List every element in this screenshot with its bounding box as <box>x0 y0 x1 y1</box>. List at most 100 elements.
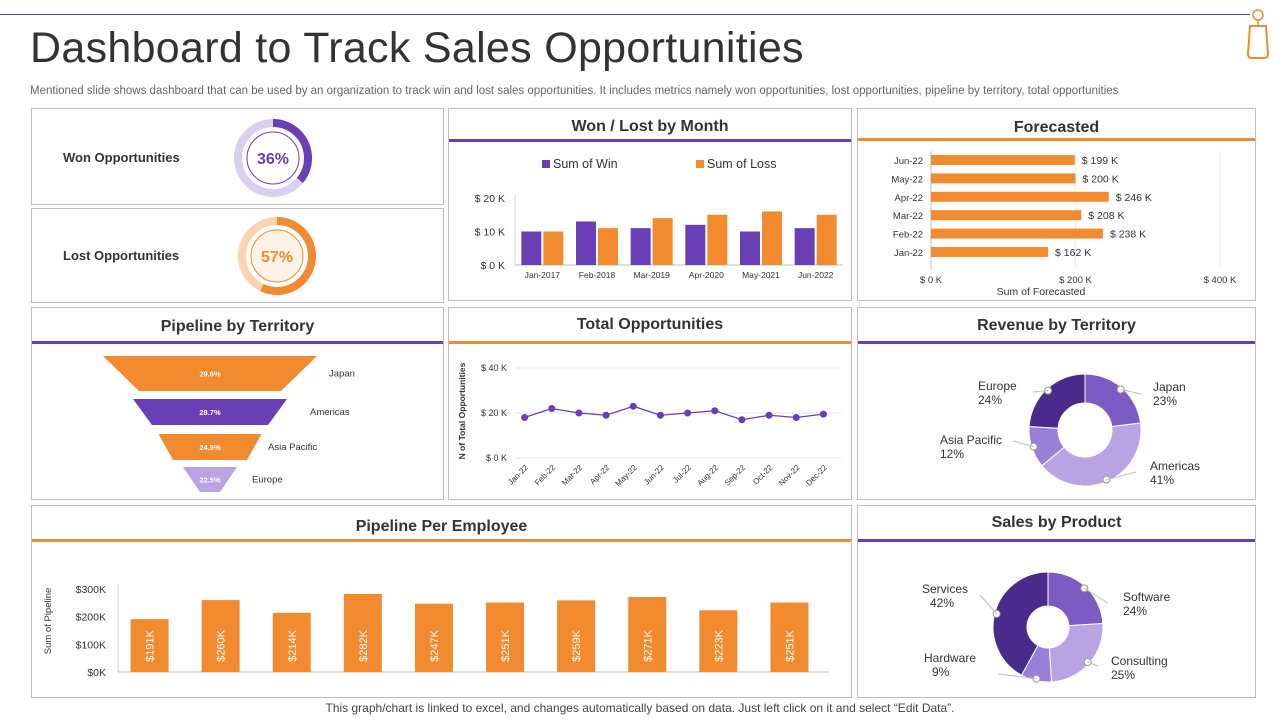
data-label: $191K <box>145 629 157 661</box>
product-slice[interactable] <box>992 571 1049 676</box>
sales-product-title-rule <box>858 539 1255 542</box>
legend-label-1: Sum of Loss <box>707 157 776 171</box>
page-title: Dashboard to Track Sales Opportunities <box>30 24 804 72</box>
bar-win[interactable] <box>630 228 651 265</box>
pipeline-bar[interactable] <box>770 602 809 672</box>
page-subtitle: Mentioned slide shows dashboard that can… <box>30 85 1119 97</box>
bar-loss[interactable] <box>543 231 564 266</box>
pipeline-bar[interactable] <box>414 603 453 672</box>
category-label: Japan <box>329 369 355 380</box>
revenue-territory-panel[interactable]: Revenue by Territory Japan 23% Americas 41%… <box>857 307 1256 500</box>
slice-value: 24% <box>978 393 1002 407</box>
x-axis-title: Sum of Forecasted <box>997 286 1086 298</box>
revenue-slice[interactable] <box>1041 422 1142 487</box>
slice-value: 42% <box>930 596 954 610</box>
bar-loss[interactable] <box>598 228 618 265</box>
pipeline-bar[interactable] <box>699 610 738 672</box>
forecast-bar[interactable] <box>931 247 1049 257</box>
bar-win[interactable] <box>685 224 706 265</box>
x-tick-label: Apr-2020 <box>689 270 724 280</box>
pipeline-bar[interactable] <box>343 593 382 672</box>
total-opportunities-panel[interactable]: Total Opportunities $ 0 K $ 20 K $ 40 K N o… <box>448 307 852 500</box>
y-tick-label: $ 10 K <box>475 227 505 239</box>
data-point[interactable] <box>656 411 664 419</box>
forecast-bar[interactable] <box>931 210 1082 221</box>
data-label: $271K <box>642 629 654 661</box>
data-point[interactable] <box>521 414 529 421</box>
slice-value: 23% <box>1153 394 1177 408</box>
y-tick-label: $ 0 K <box>486 453 507 463</box>
pipeline-bar[interactable] <box>201 600 240 672</box>
product-slice[interactable] <box>1047 571 1104 627</box>
bar-loss[interactable] <box>762 211 782 265</box>
data-point[interactable] <box>765 411 773 419</box>
funnel-segment[interactable] <box>158 434 262 460</box>
pipeline-employee-chart: $0K $100K $200K $300K Sum of Pipeline $191K $2… <box>43 584 829 679</box>
bar-win[interactable] <box>521 231 542 266</box>
total-opportunities-chart: $ 0 K $ 20 K $ 40 K N of Total Opportunitie… <box>457 362 841 488</box>
data-point[interactable] <box>548 405 556 412</box>
data-point[interactable] <box>684 409 692 417</box>
pipeline-bar[interactable] <box>486 602 525 672</box>
won-lost-panel[interactable]: Won / Lost by Month Sum of Win Sum of Los… <box>448 108 852 301</box>
product-slice[interactable] <box>1048 623 1104 683</box>
slice-name: Asia Pacific <box>940 433 1002 447</box>
data-point[interactable] <box>711 407 719 415</box>
leader-line <box>1120 389 1142 395</box>
revenue-slice[interactable] <box>1028 373 1086 429</box>
x-tick-label: $ 200 K <box>1059 275 1092 286</box>
slice-name: Software <box>1123 590 1171 604</box>
lost-opportunities-panel[interactable]: Lost Opportunities 57% <box>31 208 444 303</box>
price-tag-icon <box>1246 9 1270 59</box>
forecast-bar[interactable] <box>931 191 1109 202</box>
funnel-segment[interactable] <box>183 467 237 492</box>
data-point[interactable] <box>792 414 800 421</box>
bar-win[interactable] <box>740 231 760 266</box>
bar-loss[interactable] <box>707 214 728 265</box>
bar-loss[interactable] <box>652 218 673 265</box>
data-point[interactable] <box>629 402 637 410</box>
revenue-slice[interactable] <box>1084 373 1142 428</box>
forecast-bar[interactable] <box>931 155 1075 165</box>
won-lost-title: Won / Lost by Month <box>571 118 729 135</box>
y-tick-label: $ 20 K <box>475 193 505 205</box>
sales-product-panel[interactable]: Sales by Product Software 24% Consulting 25… <box>857 505 1256 698</box>
pipeline-bar[interactable] <box>130 619 169 672</box>
y-tick-label: Jan-22 <box>894 248 923 259</box>
bar-win[interactable] <box>794 228 815 265</box>
leader-line <box>1012 440 1034 448</box>
leader-line <box>1032 390 1049 393</box>
bar-loss[interactable] <box>816 214 837 265</box>
pipeline-bar[interactable] <box>557 600 596 672</box>
data-point[interactable] <box>602 411 610 419</box>
slice-value: 41% <box>1150 473 1174 487</box>
funnel-segment[interactable] <box>133 399 287 425</box>
data-point[interactable] <box>575 409 583 417</box>
pipeline-employee-panel[interactable]: Pipeline Per Employee $0K $100K $200K $300K… <box>31 505 852 698</box>
pipeline-employee-title: Pipeline Per Employee <box>355 518 528 535</box>
forecasted-panel[interactable]: Forecasted $ 0 K $ 200 K $ 400 K Jun-22 $ 19… <box>857 108 1256 301</box>
won-opportunities-panel[interactable]: Won Opportunities 36% <box>31 108 444 205</box>
slice-name: Hardware <box>924 651 976 665</box>
y-tick-label: Mar-22 <box>893 211 923 222</box>
pipeline-territory-panel[interactable]: Pipeline by Territory 29.6% Japan 28.7% Ame… <box>31 307 444 500</box>
x-tick-label: Nov-22 <box>777 463 802 488</box>
forecasted-chart: $ 0 K $ 200 K $ 400 K Jun-22 $ 199 K May-22 $ … <box>891 151 1237 298</box>
y-axis-title: N of Total Opportunities <box>457 362 467 459</box>
x-tick-label: Mar-22 <box>560 463 585 488</box>
pipeline-bar[interactable] <box>272 612 311 672</box>
leader-line <box>1084 587 1109 604</box>
data-point[interactable] <box>819 410 827 418</box>
total-opportunities-title-rule <box>449 341 851 344</box>
forecast-bar[interactable] <box>931 173 1076 184</box>
y-tick-label: $ 20 K <box>481 408 507 418</box>
pipeline-bar[interactable] <box>628 597 667 672</box>
x-tick-label: Jul-22 <box>671 463 693 485</box>
leader-dot <box>1116 385 1125 394</box>
bar-win[interactable] <box>576 221 596 265</box>
funnel-segment[interactable] <box>103 356 317 391</box>
forecast-bar[interactable] <box>931 228 1103 239</box>
slice-name: Americas <box>1150 459 1200 473</box>
data-point[interactable] <box>738 416 746 424</box>
